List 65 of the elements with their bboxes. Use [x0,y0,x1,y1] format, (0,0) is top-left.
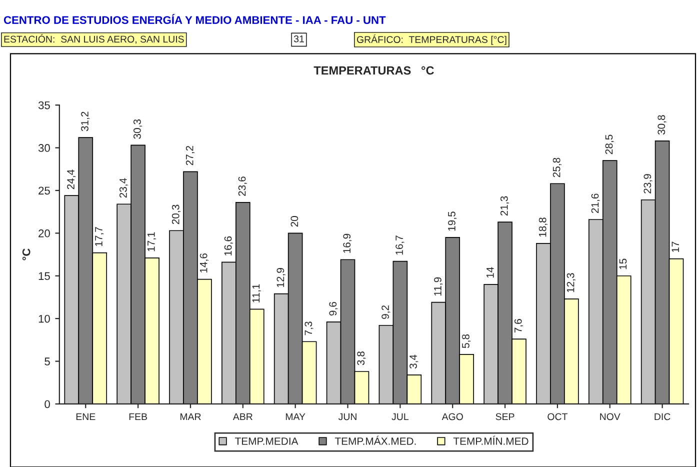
data-label: 9,2 [382,305,390,319]
data-label: 19,5 [448,212,457,231]
y-tick-label: 30 [38,144,50,152]
data-label: 11,1 [252,284,261,302]
data-label: 17,1 [148,232,156,252]
text: 31 [294,35,304,42]
y-axis-title: °C [22,248,30,260]
x-tick-label: OCT [548,413,568,420]
data-label: 30,3 [133,119,142,139]
data-label: 17,7 [95,227,104,246]
text: GRÁFICO: TEMPERATURAS [°C] [356,34,506,45]
y-tick-label: 5 [44,358,50,366]
y-tick-label: 25 [38,186,50,195]
data-label: 23,9 [644,174,652,194]
y-tick-label: 20 [38,229,50,238]
data-label: 27,2 [186,146,195,166]
y-tick-label: 10 [38,314,50,323]
x-tick-label: NOV [600,413,620,420]
data-label: 25,8 [552,158,562,178]
x-tick-label: SEP [496,413,514,420]
data-label: 14 [486,267,494,278]
x-tick-label: ABR [232,413,252,420]
x-tick-label: AGO [442,413,463,420]
data-label: 21,3 [500,196,510,216]
data-label: 3,4 [410,354,418,369]
legend-label: TEMP.MEDIA [235,438,298,445]
data-label: 18,8 [538,218,548,237]
data-label: 21,6 [591,194,600,213]
x-tick-label: JUL [392,413,408,420]
x-tick-label: MAY [286,413,306,420]
data-label: 16,9 [343,234,352,253]
data-label: 16,6 [224,236,233,256]
data-label: 15 [619,258,627,270]
text: CENTRO DE ESTUDIOS ENERGÍA Y MEDIO AMBIENTE - IAA - FAU - UNT [4,14,386,24]
y-tick-label: 0 [44,400,50,408]
data-label: 30,8 [658,115,666,135]
x-tick-label: ENE [76,413,96,420]
text: ESTACIÓN: SAN LUIS AERO, SAN LUIS [4,34,184,44]
data-label: 12,9 [276,268,286,288]
data-label: 12,3 [566,273,576,292]
legend-label: TEMP.MÁX.MED. [334,436,416,445]
data-label: 7,3 [304,322,314,336]
x-tick-label: FEB [129,413,147,420]
data-label: 20,3 [172,204,181,224]
data-label: 24,4 [67,170,76,190]
y-tick-label: 15 [38,272,50,280]
data-label: 14,6 [200,253,208,273]
data-label: 7,6 [514,319,524,333]
data-label: 31,2 [81,112,90,132]
data-label: 20 [290,216,298,227]
legend-label: TEMP.MÍN.MED [453,436,528,445]
x-tick-label: JUN [338,413,356,420]
x-tick-label: MAR [180,413,201,420]
data-label: 11,9 [434,277,443,296]
data-label: 28,5 [605,134,614,154]
data-label: 17 [672,242,679,252]
data-label: 3,8 [357,352,366,366]
data-label: 5,8 [462,334,471,348]
data-label: 9,6 [329,302,338,316]
data-label: 23,4 [119,178,128,198]
data-label: 23,6 [238,176,247,196]
chart-title: TEMPERATURAS °C [314,66,434,75]
x-tick-label: DIC [654,413,670,420]
y-tick-label: 35 [38,101,50,110]
data-label: 16,7 [396,236,404,255]
